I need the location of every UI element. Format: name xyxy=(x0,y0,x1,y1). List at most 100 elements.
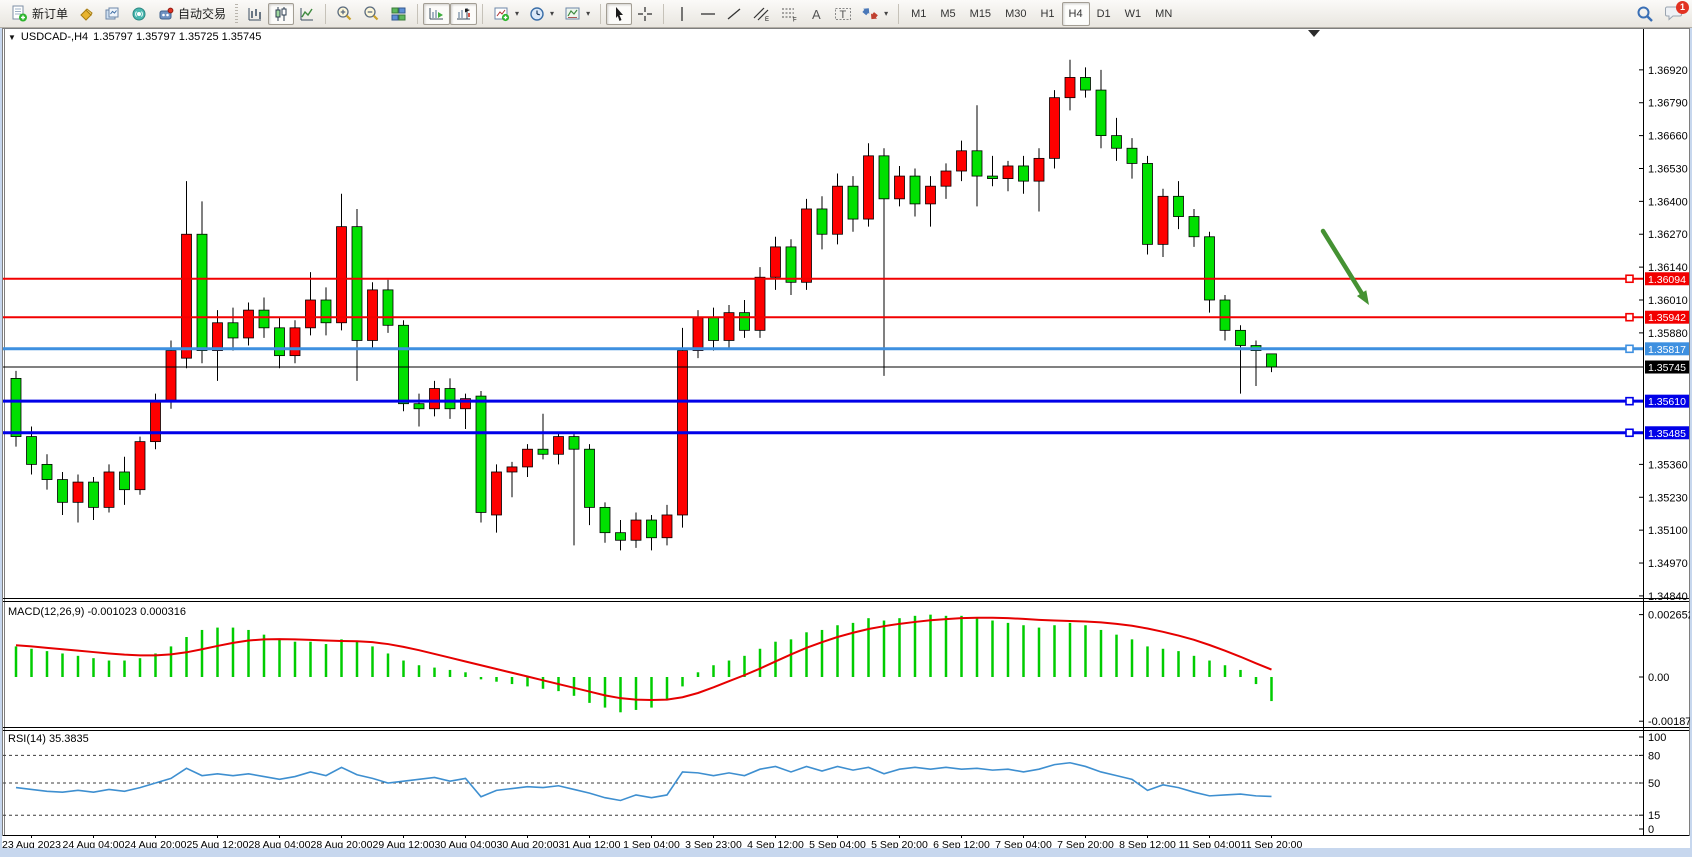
svg-text:28 Aug 04:00: 28 Aug 04:00 xyxy=(249,839,311,848)
svg-text:0.00: 0.00 xyxy=(1648,672,1669,684)
svg-text:15: 15 xyxy=(1648,810,1660,822)
svg-text:50: 50 xyxy=(1648,778,1660,790)
symbol-dropdown-icon[interactable]: ▼ xyxy=(8,32,16,42)
timeframe-group: M1 M5 M15 M30 H1 H4 D1 W1 MN xyxy=(904,1,1179,26)
tab-timeframe-h1[interactable]: H1 xyxy=(1040,7,1055,20)
svg-text:0: 0 xyxy=(1648,824,1654,836)
dropdown-caret-icon: ▾ xyxy=(586,9,591,18)
search-icon[interactable] xyxy=(1636,5,1654,23)
svg-text:100: 100 xyxy=(1648,732,1666,744)
vertical-line-button[interactable] xyxy=(669,3,695,25)
chart-shift-icon xyxy=(457,7,471,19)
svg-text:1.35360: 1.35360 xyxy=(1648,459,1688,471)
toolbar-separator xyxy=(482,3,484,24)
auto-trading-button[interactable]: 自动交易 xyxy=(152,3,231,25)
fibonacci-button[interactable]: F xyxy=(775,3,803,25)
svg-text:E: E xyxy=(765,17,769,22)
price-line-1.36094[interactable]: 1.36094 xyxy=(3,272,1689,286)
svg-text:0.002652: 0.002652 xyxy=(1648,610,1690,622)
auto-scroll-button[interactable] xyxy=(423,2,451,25)
sound-button[interactable] xyxy=(126,3,152,25)
text-icon: A xyxy=(812,7,821,22)
periods-button[interactable]: ▾ xyxy=(524,3,559,25)
price-line-1.35485[interactable]: 1.35485 xyxy=(3,426,1689,440)
tab-timeframe-d1[interactable]: D1 xyxy=(1096,7,1111,20)
template-icon xyxy=(565,7,580,19)
zoom-out-button[interactable] xyxy=(358,3,385,25)
svg-text:1.36920: 1.36920 xyxy=(1648,65,1688,77)
tab-timeframe-m5[interactable]: M5 xyxy=(940,7,956,20)
text-button[interactable]: A xyxy=(803,3,829,25)
toolbar-separator xyxy=(663,3,665,24)
tab-timeframe-m1[interactable]: M1 xyxy=(911,7,927,20)
svg-text:1.35485: 1.35485 xyxy=(1648,428,1686,440)
new-order-label: 新订单 xyxy=(32,7,69,21)
annotation-arrow[interactable] xyxy=(1320,228,1369,305)
chart-shift-marker-icon[interactable] xyxy=(1308,30,1320,37)
notification-badge: 1 xyxy=(1676,1,1689,14)
chart-window: 1.36920 1.36790 1.36660 1.36530 1.36400 1.362… xyxy=(2,28,1690,848)
svg-text:24 Aug 04:00: 24 Aug 04:00 xyxy=(63,839,125,848)
auto-trading-label: 自动交易 xyxy=(178,7,227,21)
svg-text:1.34840: 1.34840 xyxy=(1648,591,1688,603)
vertical-line-icon xyxy=(681,6,683,21)
svg-text:11 Sep 04:00: 11 Sep 04:00 xyxy=(1179,839,1241,848)
candlestick-chart-button[interactable] xyxy=(268,2,295,25)
indicators-button[interactable]: ▾ xyxy=(488,3,524,25)
indicators-icon xyxy=(494,7,510,21)
styler-button[interactable] xyxy=(73,3,99,25)
dropdown-caret-icon: ▾ xyxy=(550,9,555,18)
svg-text:F: F xyxy=(793,17,797,22)
macd-layer xyxy=(14,614,1273,713)
svg-text:28 Aug 20:00: 28 Aug 20:00 xyxy=(311,839,373,848)
svg-text:1.35610: 1.35610 xyxy=(1648,396,1686,408)
time-axis[interactable]: 23 Aug 2023 24 Aug 04:00 24 Aug 20:00 25 Au… xyxy=(2,835,1303,848)
chart-shift-button[interactable] xyxy=(450,2,478,25)
svg-text:1.35942: 1.35942 xyxy=(1648,312,1686,324)
new-order-button[interactable]: 新订单 xyxy=(6,3,73,25)
price-axis[interactable]: 1.36920 1.36790 1.36660 1.36530 1.36400 1.362… xyxy=(1639,65,1688,603)
tab-timeframe-h4[interactable]: H4 xyxy=(1061,1,1090,26)
svg-text:30 Aug 04:00: 30 Aug 04:00 xyxy=(435,839,497,848)
chart-canvas[interactable]: 1.36920 1.36790 1.36660 1.36530 1.36400 1.362… xyxy=(2,28,1690,848)
price-line-1.35745[interactable]: 1.35745 xyxy=(3,360,1689,375)
tab-timeframe-w1[interactable]: W1 xyxy=(1124,7,1142,20)
chart-title-symbol: USDCAD-,H4 xyxy=(20,31,89,43)
tab-timeframe-mn[interactable]: MN xyxy=(1155,7,1173,20)
bar-chart-button[interactable] xyxy=(242,3,268,25)
crosshair-button[interactable] xyxy=(632,3,658,25)
trendline-button[interactable] xyxy=(721,3,747,25)
cursor-icon xyxy=(616,6,624,21)
arrows-button[interactable]: ▾ xyxy=(857,3,893,25)
price-line-1.35610[interactable]: 1.35610 xyxy=(3,394,1689,409)
svg-text:7 Sep 20:00: 7 Sep 20:00 xyxy=(1057,839,1114,848)
cursor-button[interactable] xyxy=(606,2,633,25)
notifications-button[interactable]: 1 xyxy=(1664,1,1689,24)
tile-windows-button[interactable] xyxy=(385,3,412,25)
svg-text:1.35745: 1.35745 xyxy=(1648,362,1686,374)
chart-title-ohlc: 1.35797 1.35797 1.35725 1.35745 xyxy=(93,31,262,43)
rsi-layer xyxy=(15,761,1272,802)
horizontal-line-button[interactable] xyxy=(695,3,721,25)
toolbar-separator xyxy=(417,3,419,24)
tab-timeframe-m15[interactable]: M15 xyxy=(969,7,992,20)
toolbar-right-group: 1 xyxy=(1636,1,1689,26)
tab-timeframe-m30[interactable]: M30 xyxy=(1005,7,1027,20)
bar-chart-icon xyxy=(248,7,262,20)
svg-text:29 Aug 12:00: 29 Aug 12:00 xyxy=(373,839,435,848)
price-line-1.35817[interactable]: 1.35817 xyxy=(3,342,1689,356)
templates-button[interactable]: ▾ xyxy=(559,3,595,25)
text-label-button[interactable]: T xyxy=(829,3,857,25)
line-chart-button[interactable] xyxy=(294,3,320,25)
svg-text:5 Sep 20:00: 5 Sep 20:00 xyxy=(871,839,928,848)
svg-text:1.35230: 1.35230 xyxy=(1648,492,1688,504)
price-line-1.35942[interactable]: 1.35942 xyxy=(3,310,1689,325)
macd-axis[interactable]: 0.002652 0.00 -0.001879 xyxy=(1639,610,1690,729)
svg-text:A: A xyxy=(812,7,821,22)
zoom-in-button[interactable] xyxy=(331,3,358,25)
profiles-button[interactable] xyxy=(99,3,126,25)
rsi-axis[interactable]: 100 80 50 15 0 xyxy=(3,732,1666,836)
svg-text:5 Sep 04:00: 5 Sep 04:00 xyxy=(809,839,866,848)
svg-text:1 Sep 04:00: 1 Sep 04:00 xyxy=(623,839,680,848)
equidistant-channel-button[interactable]: E xyxy=(747,3,775,25)
